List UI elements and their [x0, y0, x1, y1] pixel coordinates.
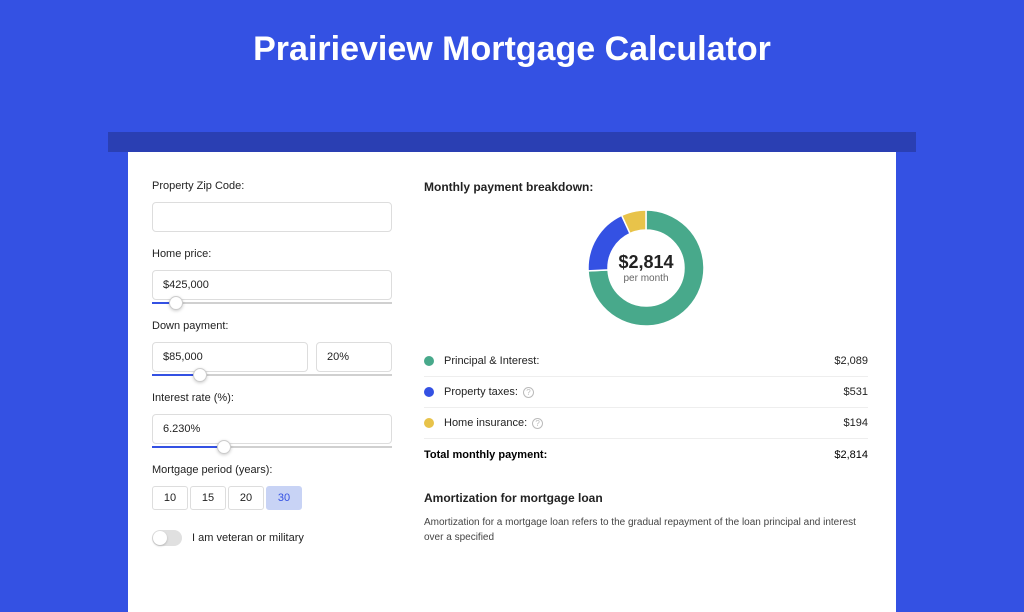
legend: Principal & Interest:$2,089Property taxe…: [424, 346, 868, 438]
slider-thumb[interactable]: [217, 440, 231, 454]
down-payment-field-group: Down payment:: [152, 320, 408, 376]
breakdown-panel: Monthly payment breakdown: $2,814 per mo…: [408, 152, 896, 612]
breakdown-title: Monthly payment breakdown:: [424, 180, 868, 194]
period-btn-30[interactable]: 30: [266, 486, 302, 510]
amortization-text: Amortization for a mortgage loan refers …: [424, 515, 868, 545]
legend-dot: [424, 356, 434, 366]
interest-input[interactable]: [152, 414, 392, 444]
total-row: Total monthly payment: $2,814: [424, 438, 868, 471]
legend-dot: [424, 418, 434, 428]
period-btn-10[interactable]: 10: [152, 486, 188, 510]
period-options: 10152030: [152, 486, 408, 510]
down-payment-pct-input[interactable]: [316, 342, 392, 372]
amortization-title: Amortization for mortgage loan: [424, 491, 868, 505]
veteran-toggle[interactable]: [152, 530, 182, 546]
interest-slider[interactable]: [152, 446, 392, 448]
info-icon[interactable]: ?: [532, 418, 543, 429]
legend-row: Property taxes:?$531: [424, 377, 868, 408]
mortgage-period-label: Mortgage period (years):: [152, 464, 408, 476]
legend-label: Home insurance:?: [444, 417, 844, 429]
zip-label: Property Zip Code:: [152, 180, 408, 192]
donut-chart: $2,814 per month: [424, 208, 868, 328]
legend-value: $2,089: [834, 355, 868, 367]
zip-field-group: Property Zip Code:: [152, 180, 408, 232]
interest-label: Interest rate (%):: [152, 392, 408, 404]
legend-label: Principal & Interest:: [444, 355, 834, 367]
donut-amount: $2,814: [618, 252, 673, 273]
info-icon[interactable]: ?: [523, 387, 534, 398]
slider-thumb[interactable]: [169, 296, 183, 310]
veteran-label: I am veteran or military: [192, 532, 304, 544]
donut-sub: per month: [618, 273, 673, 284]
down-payment-input[interactable]: [152, 342, 308, 372]
period-btn-15[interactable]: 15: [190, 486, 226, 510]
home-price-label: Home price:: [152, 248, 408, 260]
page-title: Prairieview Mortgage Calculator: [0, 0, 1024, 93]
home-price-slider[interactable]: [152, 302, 392, 304]
legend-value: $531: [844, 386, 868, 398]
down-payment-label: Down payment:: [152, 320, 408, 332]
donut-center: $2,814 per month: [618, 252, 673, 284]
down-payment-slider[interactable]: [152, 374, 392, 376]
legend-dot: [424, 387, 434, 397]
mortgage-period-field-group: Mortgage period (years): 10152030: [152, 464, 408, 510]
period-btn-20[interactable]: 20: [228, 486, 264, 510]
calculator-card: Property Zip Code: Home price: Down paym…: [128, 152, 896, 612]
legend-label: Property taxes:?: [444, 386, 844, 398]
slider-thumb[interactable]: [193, 368, 207, 382]
legend-value: $194: [844, 417, 868, 429]
interest-field-group: Interest rate (%):: [152, 392, 408, 448]
legend-row: Principal & Interest:$2,089: [424, 346, 868, 377]
total-label: Total monthly payment:: [424, 449, 834, 461]
zip-input[interactable]: [152, 202, 392, 232]
header-strip: [108, 132, 916, 152]
legend-row: Home insurance:?$194: [424, 408, 868, 438]
home-price-field-group: Home price:: [152, 248, 408, 304]
home-price-input[interactable]: [152, 270, 392, 300]
form-panel: Property Zip Code: Home price: Down paym…: [128, 152, 408, 612]
total-value: $2,814: [834, 449, 868, 461]
veteran-toggle-row: I am veteran or military: [152, 530, 408, 546]
